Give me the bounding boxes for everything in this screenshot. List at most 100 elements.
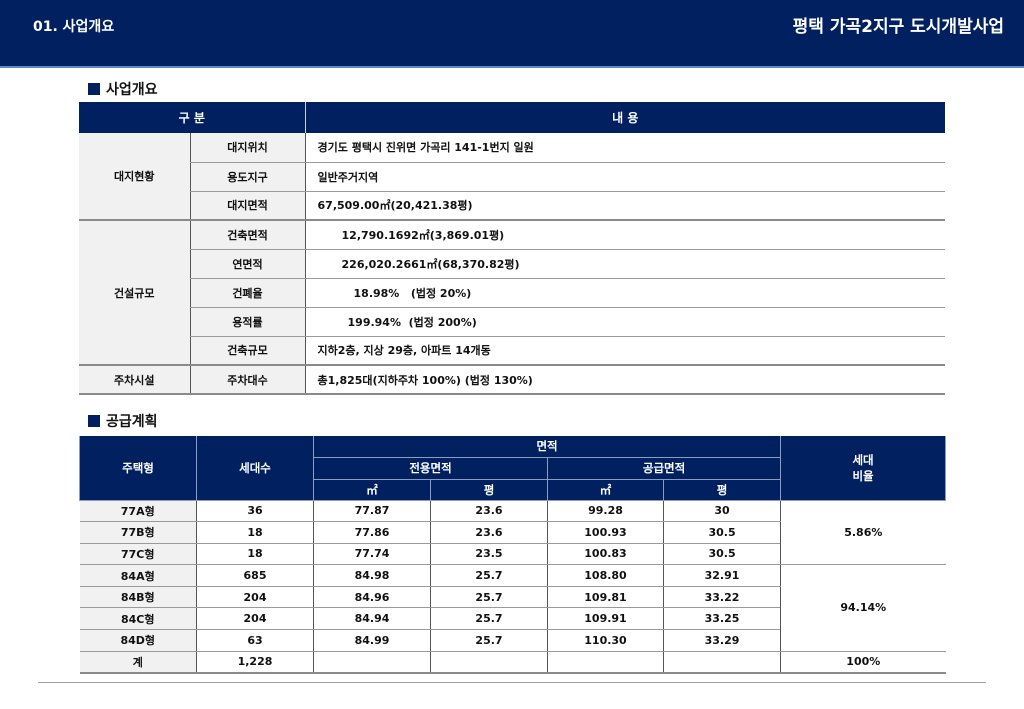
value-cell: 일반주거지역 bbox=[304, 162, 946, 192]
units-cell: 18 bbox=[196, 543, 314, 566]
ratio-cell: 94.14% bbox=[780, 564, 946, 652]
table-row: 84D형 63 84.99 25.7 110.30 33.29 bbox=[79, 629, 946, 652]
col-header-ex-pyeong: 평 bbox=[430, 479, 548, 501]
sup-sqm-cell: 108.80 bbox=[547, 564, 664, 587]
value-cell: 12,790.1692㎡(3,869.01평) bbox=[304, 220, 946, 250]
col-header-ratio: 세대 비율 bbox=[780, 436, 947, 501]
item-cell: 대지위치 bbox=[189, 133, 306, 163]
empty-cell bbox=[662, 651, 781, 674]
value-cell: 18.98% (법정 20%) bbox=[304, 278, 946, 308]
type-cell: 84C형 bbox=[79, 607, 197, 631]
ex-pyeong-cell: 23.5 bbox=[430, 543, 548, 566]
ex-sqm-cell: 84.98 bbox=[313, 564, 431, 587]
item-cell: 건축규모 bbox=[189, 336, 306, 366]
item-cell: 건폐율 bbox=[189, 278, 306, 308]
sup-pyeong-cell: 32.91 bbox=[662, 564, 781, 587]
total-row: 계 1,228 100% bbox=[79, 651, 946, 674]
value-cell: 지하2층, 지상 29층, 아파트 14개동 bbox=[304, 336, 946, 366]
table-row: 84B형 204 84.96 25.7 109.81 33.22 bbox=[79, 586, 946, 609]
ex-sqm-cell: 84.94 bbox=[313, 607, 431, 631]
table-row: 용도지구 일반주거지역 bbox=[79, 162, 946, 192]
square-bullet-icon bbox=[88, 415, 100, 427]
type-cell: 84A형 bbox=[79, 564, 197, 587]
sup-pyeong-cell: 30 bbox=[662, 500, 781, 523]
value-cell: 67,509.00㎡(20,421.38평) bbox=[304, 191, 946, 221]
type-cell: 77B형 bbox=[79, 521, 197, 544]
table-row: 건설규모 건축면적 12,790.1692㎡(3,869.01평) bbox=[79, 220, 946, 366]
type-cell: 77A형 bbox=[79, 500, 197, 523]
category-cell: 건설규모 bbox=[79, 220, 190, 366]
table-row: 84A형 685 84.98 25.7 108.80 32.91 94.14% bbox=[79, 564, 946, 652]
square-bullet-icon bbox=[88, 83, 100, 95]
sup-pyeong-cell: 30.5 bbox=[662, 543, 781, 566]
col-header-supply-area: 공급면적 bbox=[546, 457, 782, 480]
sup-sqm-cell: 110.30 bbox=[547, 629, 664, 652]
item-cell: 건축면적 bbox=[189, 220, 306, 250]
units-cell: 204 bbox=[196, 586, 314, 609]
overview-section-title: 사업개요 bbox=[88, 79, 158, 99]
ex-sqm-cell: 77.86 bbox=[313, 521, 431, 544]
section-label: 01. 사업개요 bbox=[33, 19, 115, 35]
ex-sqm-cell: 84.96 bbox=[313, 586, 431, 609]
sup-pyeong-cell: 33.29 bbox=[662, 629, 781, 652]
units-cell: 36 bbox=[196, 500, 314, 523]
table-row: 용적률 199.94% (법정 200%) bbox=[79, 307, 946, 337]
ratio-cell: 5.86% bbox=[780, 500, 946, 566]
ex-sqm-cell: 77.87 bbox=[313, 500, 431, 523]
type-cell: 84D형 bbox=[79, 629, 197, 652]
item-cell: 연면적 bbox=[189, 249, 306, 279]
sup-pyeong-cell: 33.22 bbox=[662, 586, 781, 609]
col-header-category: 구 분 bbox=[79, 102, 306, 133]
units-cell: 685 bbox=[196, 564, 314, 587]
supply-section-title: 공급계획 bbox=[88, 411, 158, 431]
table-row: 연면적 226,020.2661㎡(68,370.82평) bbox=[79, 249, 946, 279]
table-row: 77C형 18 77.74 23.5 100.83 30.5 bbox=[79, 543, 946, 566]
ex-pyeong-cell: 23.6 bbox=[430, 521, 548, 544]
sup-sqm-cell: 109.91 bbox=[547, 607, 664, 631]
header-bar: 01. 사업개요 평택 가곡2지구 도시개발사업 bbox=[0, 0, 1024, 68]
total-label-cell: 계 bbox=[79, 651, 197, 674]
col-header-content: 내 용 bbox=[304, 102, 946, 133]
empty-cell bbox=[430, 651, 548, 674]
category-cell: 주차시설 bbox=[79, 365, 190, 395]
category-cell: 대지현황 bbox=[79, 133, 190, 221]
table-row: 77B형 18 77.86 23.6 100.93 30.5 bbox=[79, 521, 946, 544]
units-cell: 63 bbox=[196, 629, 314, 652]
col-header-area: 면적 bbox=[312, 436, 782, 458]
units-cell: 204 bbox=[196, 607, 314, 631]
sup-sqm-cell: 99.28 bbox=[547, 500, 664, 523]
supply-title-text: 공급계획 bbox=[106, 414, 158, 430]
col-header-sup-pyeong: 평 bbox=[662, 479, 782, 501]
ex-pyeong-cell: 25.7 bbox=[430, 564, 548, 587]
ex-pyeong-cell: 25.7 bbox=[430, 607, 548, 631]
empty-cell bbox=[547, 651, 664, 674]
type-cell: 77C형 bbox=[79, 543, 197, 566]
ex-pyeong-cell: 25.7 bbox=[430, 629, 548, 652]
project-title: 평택 가곡2지구 도시개발사업 bbox=[792, 17, 1004, 37]
table-row: 대지면적 67,509.00㎡(20,421.38평) bbox=[79, 191, 946, 221]
item-cell: 주차대수 bbox=[189, 365, 306, 395]
supply-table: 주택형 세대수 면적 세대 비율 전용면적 공급면적 ㎡ 평 ㎡ 평 77A형 … bbox=[79, 436, 947, 674]
empty-cell bbox=[313, 651, 431, 674]
total-units-cell: 1,228 bbox=[196, 651, 314, 674]
col-header-type: 주택형 bbox=[79, 436, 197, 501]
table-row: 77A형 36 77.87 23.6 99.28 30 5.86% bbox=[79, 500, 946, 566]
table-row: 주차시설 주차대수 총1,825대(지하주차 100%) (법정 130%) bbox=[79, 365, 946, 395]
value-cell: 경기도 평택시 진위면 가곡리 141-1번지 일원 bbox=[304, 133, 946, 163]
total-ratio-cell: 100% bbox=[780, 651, 946, 674]
col-header-exclusive-area: 전용면적 bbox=[313, 457, 548, 480]
value-cell: 226,020.2661㎡(68,370.82평) bbox=[304, 249, 946, 279]
col-header-units: 세대수 bbox=[196, 436, 314, 501]
table-row: 건폐율 18.98% (법정 20%) bbox=[79, 278, 946, 308]
ex-pyeong-cell: 25.7 bbox=[430, 586, 548, 609]
col-header-ex-sqm: ㎡ bbox=[313, 479, 431, 501]
units-cell: 18 bbox=[196, 521, 314, 544]
type-cell: 84B형 bbox=[79, 586, 197, 609]
sup-sqm-cell: 100.93 bbox=[547, 521, 664, 544]
sup-pyeong-cell: 30.5 bbox=[662, 521, 781, 544]
overview-table: 구 분 내 용 대지현황 대지위치 경기도 평택시 진위면 가곡리 141-1번… bbox=[79, 102, 946, 395]
item-cell: 용도지구 bbox=[189, 162, 306, 192]
table-row: 건축규모 지하2층, 지상 29층, 아파트 14개동 bbox=[79, 336, 946, 366]
table-row: 84C형 204 84.94 25.7 109.91 33.25 bbox=[79, 607, 946, 631]
sup-pyeong-cell: 33.25 bbox=[662, 607, 781, 631]
